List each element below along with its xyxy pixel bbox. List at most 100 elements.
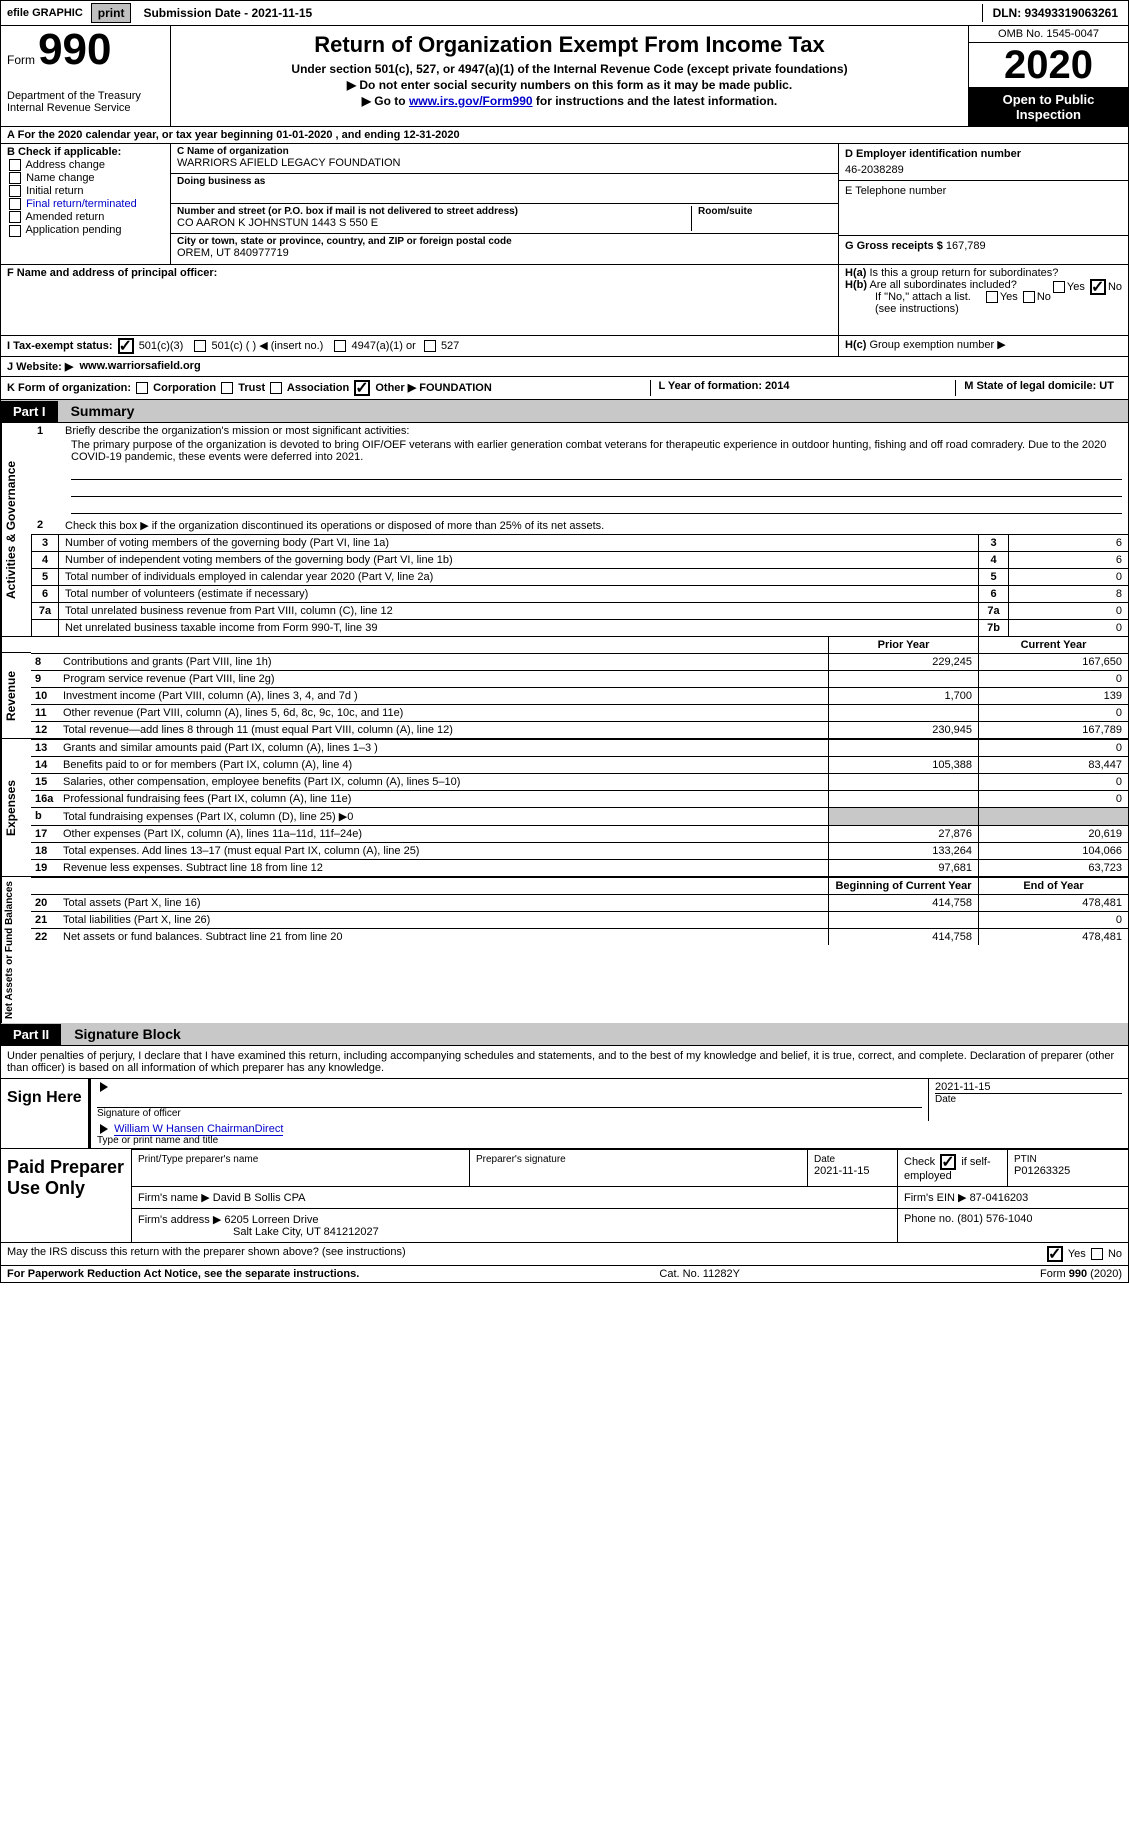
l1-label: Briefly describe the organization's miss… [65,425,1122,437]
table-row: 21Total liabilities (Part X, line 26)0 [31,911,1128,928]
l5-val: 0 [1008,569,1128,585]
vside-expenses: Expenses [1,739,31,876]
cb-501c[interactable] [194,340,206,352]
col-end-year: End of Year [978,878,1128,894]
cb-association[interactable] [270,382,282,394]
part1-title: Summary [61,400,145,422]
firm-name-label: Firm's name ▶ [138,1192,210,1204]
sig-date-label: Date [935,1093,1122,1105]
firm-phone-label: Phone no. [904,1213,954,1225]
col-b-checkboxes: B Check if applicable: Address change Na… [1,144,171,264]
table-row: 20Total assets (Part X, line 16)414,7584… [31,894,1128,911]
cb-hb-no[interactable] [1023,291,1035,303]
table-row: 22Net assets or fund balances. Subtract … [31,928,1128,945]
preparer-date-label: Date [814,1154,891,1165]
firm-ein-value: 87-0416203 [970,1192,1029,1204]
efile-label: efile GRAPHIC [1,5,89,21]
f-officer-label: F Name and address of principal officer: [7,267,217,279]
a-row-text: For the 2020 calendar year, or tax year … [18,129,460,141]
table-row: 12Total revenue—add lines 8 through 11 (… [31,721,1128,738]
revenue-section: Revenue 8Contributions and grants (Part … [0,653,1129,738]
table-row: 18Total expenses. Add lines 13–17 (must … [31,842,1128,859]
print-button[interactable]: print [91,3,132,23]
cb-trust[interactable] [221,382,233,394]
part1-bar: Part I Summary [0,400,1129,423]
g-gross-label: G Gross receipts $ [845,240,943,252]
tax-year: 2020 [969,43,1128,88]
cb-ha-no[interactable] [1090,279,1106,295]
cb-527[interactable] [424,340,436,352]
cb-discuss-yes[interactable] [1047,1246,1063,1262]
dept-label: Department of the Treasury Internal Reve… [7,90,164,114]
firm-addr-label: Firm's address ▶ [138,1214,221,1226]
cb-final-return[interactable] [9,198,21,210]
form-number: 990 [38,25,111,74]
j-label: J Website: ▶ [7,360,73,373]
table-row: 13Grants and similar amounts paid (Part … [31,739,1128,756]
table-row: 10Investment income (Part VIII, column (… [31,687,1128,704]
table-row: 17Other expenses (Part IX, column (A), l… [31,825,1128,842]
preparer-date-value: 2021-11-15 [814,1165,891,1177]
sig-officer-label: Signature of officer [97,1107,922,1119]
cb-4947[interactable] [334,340,346,352]
table-row: 19Revenue less expenses. Subtract line 1… [31,859,1128,876]
cb-other[interactable] [354,380,370,396]
b-head: B Check if applicable: [7,146,164,158]
cb-self-employed[interactable] [940,1154,956,1170]
footer-cat: Cat. No. 11282Y [659,1268,740,1280]
k-row: K Form of organization: Corporation Trus… [0,377,1129,400]
paid-preparer-label: Paid Preparer Use Only [1,1149,131,1242]
cb-name-change[interactable] [9,172,21,184]
sign-here-label: Sign Here [1,1079,91,1148]
table-row: 16aProfessional fundraising fees (Part I… [31,790,1128,807]
lbl-501c: 501(c) ( ) ◀ (insert no.) [212,340,324,352]
lbl-527: 527 [441,340,459,352]
cb-corporation[interactable] [136,382,148,394]
table-row: bTotal fundraising expenses (Part IX, co… [31,807,1128,825]
submission-date: Submission Date - 2021-11-15 [133,4,982,22]
h-block: H(a) Is this a group return for subordin… [838,265,1128,335]
lbl-4947: 4947(a)(1) or [352,340,416,352]
footer-left: For Paperwork Reduction Act Notice, see … [7,1268,359,1280]
c-name-label: C Name of organization [177,146,832,157]
officer-name-label: Type or print name and title [97,1135,1122,1146]
c-city-value: OREM, UT 840977719 [177,247,832,259]
table-row: 9Program service revenue (Part VIII, lin… [31,670,1128,687]
cb-501c3[interactable] [118,338,134,354]
l6-text: Total number of volunteers (estimate if … [59,586,978,602]
lbl-corp: Corporation [153,382,216,394]
lbl-other: Other ▶ [375,382,416,394]
c-room-label: Room/suite [692,206,832,231]
hc-label: H(c) [845,339,866,351]
cb-discuss-no[interactable] [1091,1248,1103,1260]
part1-num: Part I [1,401,58,422]
part2-title: Signature Block [64,1023,191,1045]
cb-initial-return[interactable] [9,185,21,197]
l-year-formation: L Year of formation: 2014 [650,380,798,396]
no-1: No [1108,281,1122,293]
l6-val: 8 [1008,586,1128,602]
signature-block: Under penalties of perjury, I declare th… [0,1046,1129,1266]
header-line2: ▶ Go to www.irs.gov/Form990 for instruct… [179,94,960,108]
cb-address-change[interactable] [9,159,21,171]
ha-text: Is this a group return for subordinates? [869,267,1058,279]
hb-text: Are all subordinates included? [869,279,1016,291]
f-h-row: F Name and address of principal officer:… [0,265,1129,336]
form-word: Form [7,53,35,67]
footer-row: For Paperwork Reduction Act Notice, see … [0,1266,1129,1283]
cb-application-pending[interactable] [9,225,21,237]
officer-signature-cell: Signature of officer [91,1079,928,1121]
irs-link[interactable]: www.irs.gov/Form990 [409,94,533,108]
cb-amended-return[interactable] [9,211,21,223]
hc-text: Group exemption number ▶ [869,339,1005,351]
cb-ha-yes[interactable] [1053,281,1065,293]
cb-hb-yes[interactable] [986,291,998,303]
lbl-amended-return: Amended return [25,211,104,223]
no-2: No [1037,291,1051,303]
form-title: Return of Organization Exempt From Incom… [179,32,960,58]
firm-ein-label: Firm's EIN ▶ [904,1192,967,1204]
mission-blank-1 [71,466,1122,480]
lbl-assoc: Association [287,382,349,394]
l7a-val: 0 [1008,603,1128,619]
l7b-text: Net unrelated business taxable income fr… [59,620,978,636]
